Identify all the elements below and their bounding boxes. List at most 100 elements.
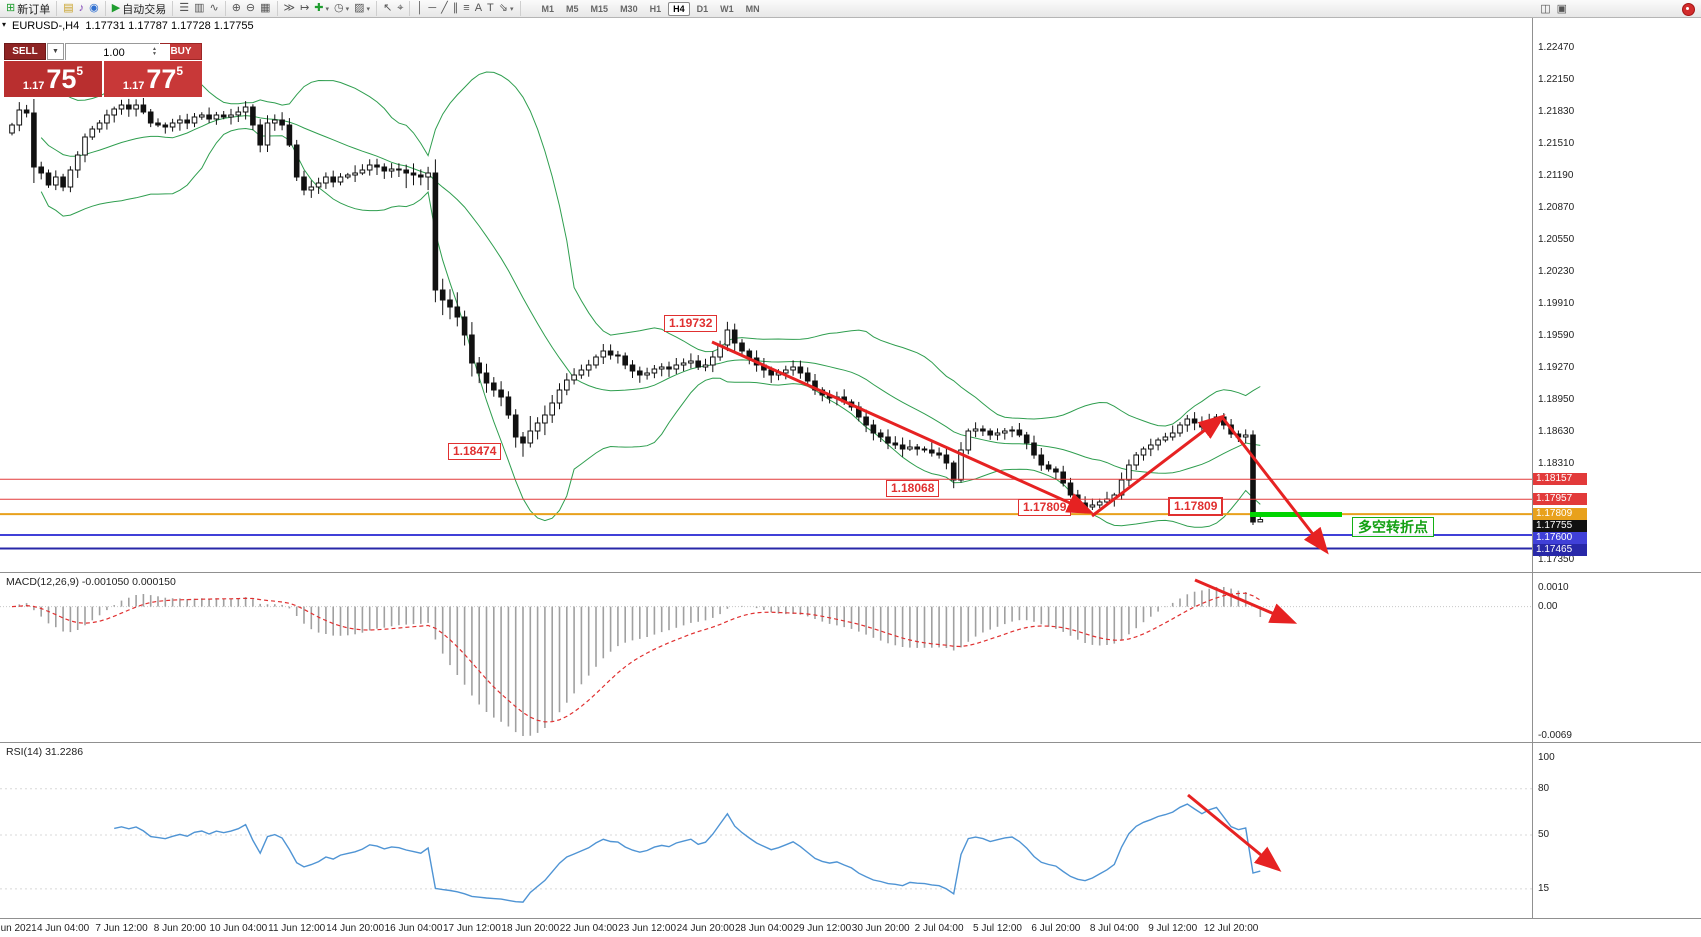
cursor-icon[interactable]: ↖ bbox=[383, 2, 393, 14]
autotrading-button[interactable]: ▶ 自动交易 bbox=[111, 2, 167, 16]
fibonacci-icon[interactable]: ≡ bbox=[463, 2, 470, 14]
price-axis-label: 1.18630 bbox=[1538, 426, 1575, 437]
panel-separator[interactable] bbox=[0, 572, 1701, 573]
time-axis-label: 12 Jul 20:00 bbox=[1203, 923, 1259, 934]
buy-price-sup: 5 bbox=[176, 64, 184, 78]
profiles-icon[interactable]: ▤ bbox=[63, 2, 74, 14]
timeframe-m15[interactable]: M15 bbox=[590, 3, 609, 14]
price-annotation-box[interactable]: 1.18068 bbox=[886, 480, 940, 497]
toolbar-group: │ ─ ╱ ∥ ≡ A T ⇘ ▾ bbox=[410, 1, 521, 16]
price-axis-label: 1.21190 bbox=[1538, 170, 1574, 181]
panel-separator[interactable] bbox=[0, 742, 1701, 743]
indicators-icon[interactable]: ✚ ▾ bbox=[314, 2, 330, 14]
zoom-out-icon[interactable]: ⊖ bbox=[245, 2, 256, 14]
time-axis-label: 14 Jun 20:00 bbox=[326, 923, 385, 934]
macd-axis-label: -0.0069 bbox=[1538, 730, 1572, 741]
time-axis-label: 10 Jun 04:00 bbox=[209, 923, 268, 934]
vertical-line-icon[interactable]: │ bbox=[416, 2, 424, 14]
sell-price-sup: 5 bbox=[76, 64, 84, 78]
dropdown-caret-icon[interactable]: ▾ bbox=[345, 5, 350, 13]
buy-price-display[interactable]: 1.17 77 5 bbox=[104, 61, 202, 97]
one-click-toggle-icon[interactable]: ▾ bbox=[2, 20, 7, 29]
trendline-icon[interactable]: ╱ bbox=[441, 2, 448, 14]
turning-point-note[interactable]: 多空转折点 bbox=[1352, 517, 1434, 537]
sell-button[interactable]: SELL bbox=[4, 43, 46, 60]
crosshair-icon[interactable]: ⌖ bbox=[397, 2, 404, 14]
timeframe-h4[interactable]: H4 bbox=[668, 1, 690, 16]
horizontal-line-icon[interactable]: ─ bbox=[428, 2, 437, 14]
volume-dropdown[interactable]: ▼ bbox=[47, 43, 64, 60]
window-layout-icon[interactable]: ▣ bbox=[1556, 3, 1567, 15]
time-axis-label: 4 Jun 04:00 bbox=[36, 923, 90, 934]
price-axis-label: 1.20870 bbox=[1538, 202, 1575, 213]
new-order-button-label: 新订单 bbox=[17, 3, 51, 16]
volume-field: ▲▼ bbox=[65, 43, 170, 61]
toolbar: ⊞ 新订单 ▤ ♪ ◉ ▶ 自动交易 ☰ ▥ ∿ ⊕ ⊖ ▦ ≫ ↦ ✚ ▾ ◷ ▾ ▨ ▾ ↖ ⌖ │ ─ ╱ ∥ ≡ A T ⇘ ▾ M1 M… bbox=[0, 0, 1701, 18]
timeframe-m1[interactable]: M1 bbox=[541, 3, 555, 14]
price-axis-label: 1.19270 bbox=[1538, 362, 1575, 373]
sell-price-display[interactable]: 1.17 75 5 bbox=[4, 61, 102, 97]
macd-axis-label: 0.00 bbox=[1538, 600, 1558, 612]
chart-shift-icon[interactable]: ↦ bbox=[300, 2, 310, 14]
dropdown-caret-icon[interactable]: ▾ bbox=[366, 5, 371, 13]
label-icon[interactable]: T bbox=[487, 2, 494, 14]
auto-scroll-icon[interactable]: ≫ bbox=[283, 2, 296, 14]
buy-price-big: 77 bbox=[146, 64, 177, 94]
price-tag-1.17465: 1.17465 bbox=[1533, 544, 1587, 557]
window-dock-icon[interactable]: ◫ bbox=[1540, 3, 1551, 15]
price-axis-label: 1.22470 bbox=[1538, 42, 1575, 53]
tile-windows-icon[interactable]: ▦ bbox=[260, 2, 271, 14]
price-tag-1.17957: 1.17957 bbox=[1533, 493, 1587, 506]
rsi-label: RSI(14) 31.2286 bbox=[6, 746, 84, 758]
axis-separator bbox=[1532, 17, 1533, 918]
line-chart-icon[interactable]: ∿ bbox=[209, 2, 219, 14]
new-order-button[interactable]: ⊞ 新订单 bbox=[6, 2, 51, 16]
time-axis-label: 5 Jul 12:00 bbox=[973, 923, 1022, 934]
text-icon[interactable]: A bbox=[474, 2, 483, 14]
timeframe-d1[interactable]: D1 bbox=[696, 3, 709, 14]
price-annotation-box[interactable]: 1.17809 bbox=[1018, 499, 1072, 516]
arrows-tool-icon[interactable]: ⇘ ▾ bbox=[498, 2, 514, 14]
time-axis-label: 18 Jun 20:00 bbox=[501, 923, 560, 934]
volume-spinner[interactable]: ▲ ▼ bbox=[152, 45, 157, 57]
dropdown-caret-icon[interactable]: ▾ bbox=[325, 5, 330, 13]
periods-icon[interactable]: ◷ ▾ bbox=[334, 2, 350, 14]
community-badge[interactable] bbox=[1682, 3, 1695, 16]
price-annotation-box[interactable]: 1.19732 bbox=[664, 315, 718, 332]
timeframe-m30[interactable]: M30 bbox=[620, 3, 638, 14]
macd-axis-label: 0.0010 bbox=[1538, 581, 1569, 593]
time-axis-label: 29 Jun 12:00 bbox=[793, 923, 852, 934]
news-icon[interactable]: ◉ bbox=[89, 2, 99, 14]
timeframe-h1[interactable]: H1 bbox=[649, 3, 662, 14]
price-tag-1.17600: 1.17600 bbox=[1533, 532, 1587, 545]
timeframe-w1[interactable]: W1 bbox=[720, 3, 734, 14]
volume-input[interactable] bbox=[66, 44, 170, 61]
ohlc-bars-icon[interactable]: ☰ bbox=[179, 2, 190, 14]
price-annotation-box[interactable]: 1.17809 bbox=[1168, 497, 1224, 516]
timeframe-mn[interactable]: MN bbox=[745, 3, 760, 14]
dropdown-caret-icon[interactable]: ▾ bbox=[510, 5, 514, 13]
price-axis-label: 1.20550 bbox=[1538, 234, 1575, 245]
rsi-axis-label: 15 bbox=[1538, 882, 1550, 894]
zoom-in-icon[interactable]: ⊕ bbox=[231, 2, 241, 14]
price-axis-label: 1.18950 bbox=[1538, 394, 1575, 405]
time-axis-label: 28 Jun 04:00 bbox=[734, 923, 793, 934]
price-axis[interactable]: 1.22470 1.22150 1.21830 1.21510 1.21190 1.208… bbox=[1533, 17, 1701, 918]
price-annotation-box[interactable]: 1.18474 bbox=[448, 443, 502, 460]
panel-separator[interactable] bbox=[0, 918, 1701, 919]
timeframe-m5[interactable]: M5 bbox=[566, 3, 579, 14]
templates-icon[interactable]: ▨ ▾ bbox=[354, 2, 371, 14]
time-axis-label: 3 Jun 2021 bbox=[0, 923, 37, 934]
toolbar-group: ≫ ↦ ✚ ▾ ◷ ▾ ▨ ▾ bbox=[278, 1, 378, 16]
candlestick-icon[interactable]: ▥ bbox=[194, 2, 205, 14]
time-axis-label: 23 Jun 12:00 bbox=[618, 923, 677, 934]
buy-button[interactable]: BUY bbox=[160, 43, 202, 60]
time-axis-label: 16 Jun 04:00 bbox=[384, 923, 443, 934]
channel-icon[interactable]: ∥ bbox=[452, 2, 459, 14]
price-axis-label: 1.21830 bbox=[1538, 106, 1575, 117]
sound-icon[interactable]: ♪ bbox=[78, 2, 85, 14]
